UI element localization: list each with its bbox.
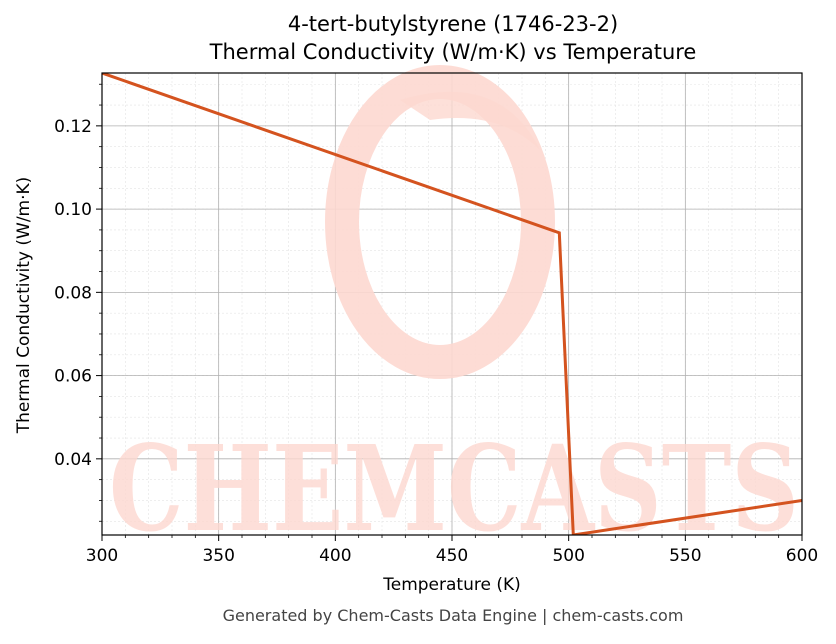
footer-credit: Generated by Chem-Casts Data Engine | ch… — [222, 606, 684, 625]
grid — [101, 73, 803, 535]
series-point — [558, 231, 561, 235]
axis-ticks: 300 350 400 450 500 550 600 0.04 0.06 0.08 0.10 0.1… — [54, 83, 818, 566]
x-tick-label: 450 — [436, 546, 468, 566]
chart-title: 4-tert-butylstyrene (1746-23-2) — [287, 12, 619, 36]
watermark-ring — [325, 65, 555, 379]
y-tick-label: 0.12 — [54, 117, 92, 137]
x-axis-label: Temperature (K) — [383, 575, 521, 595]
watermark-swoosh — [400, 91, 540, 150]
x-tick-label: 500 — [552, 546, 584, 566]
x-tick-label: 350 — [202, 546, 234, 566]
y-tick-label: 0.10 — [54, 200, 92, 220]
y-tick-label: 0.08 — [54, 283, 92, 303]
watermark-logo: CHEMCASTS — [109, 65, 799, 558]
x-tick-label: 550 — [669, 546, 701, 566]
series-line — [102, 73, 802, 535]
x-tick-label: 300 — [86, 546, 118, 566]
x-tick-label: 600 — [786, 546, 818, 566]
x-tick-label: 400 — [319, 546, 351, 566]
watermark-text: CHEMCASTS — [109, 419, 799, 558]
chart-subtitle: Thermal Conductivity (W/m·K) vs Temperat… — [209, 40, 697, 64]
y-tick-label: 0.04 — [54, 450, 92, 470]
y-tick-label: 0.06 — [54, 367, 92, 387]
y-axis-label: Thermal Conductivity (W/m·K) — [14, 176, 34, 434]
